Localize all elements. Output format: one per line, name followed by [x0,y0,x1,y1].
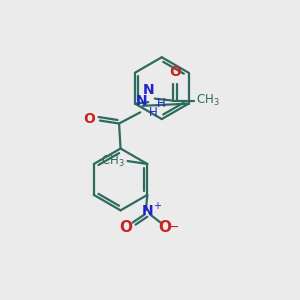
Text: N: N [142,204,153,218]
Text: H: H [148,106,157,119]
Text: CH$_3$: CH$_3$ [101,154,125,169]
Text: N: N [143,83,155,98]
Text: CH$_3$: CH$_3$ [196,93,219,108]
Text: +: + [153,201,161,211]
Text: O: O [84,112,95,126]
Text: O: O [158,220,172,236]
Text: H: H [157,97,165,110]
Text: −: − [169,220,179,233]
Text: O: O [169,65,181,79]
Text: O: O [119,220,132,236]
Text: N: N [135,94,147,108]
